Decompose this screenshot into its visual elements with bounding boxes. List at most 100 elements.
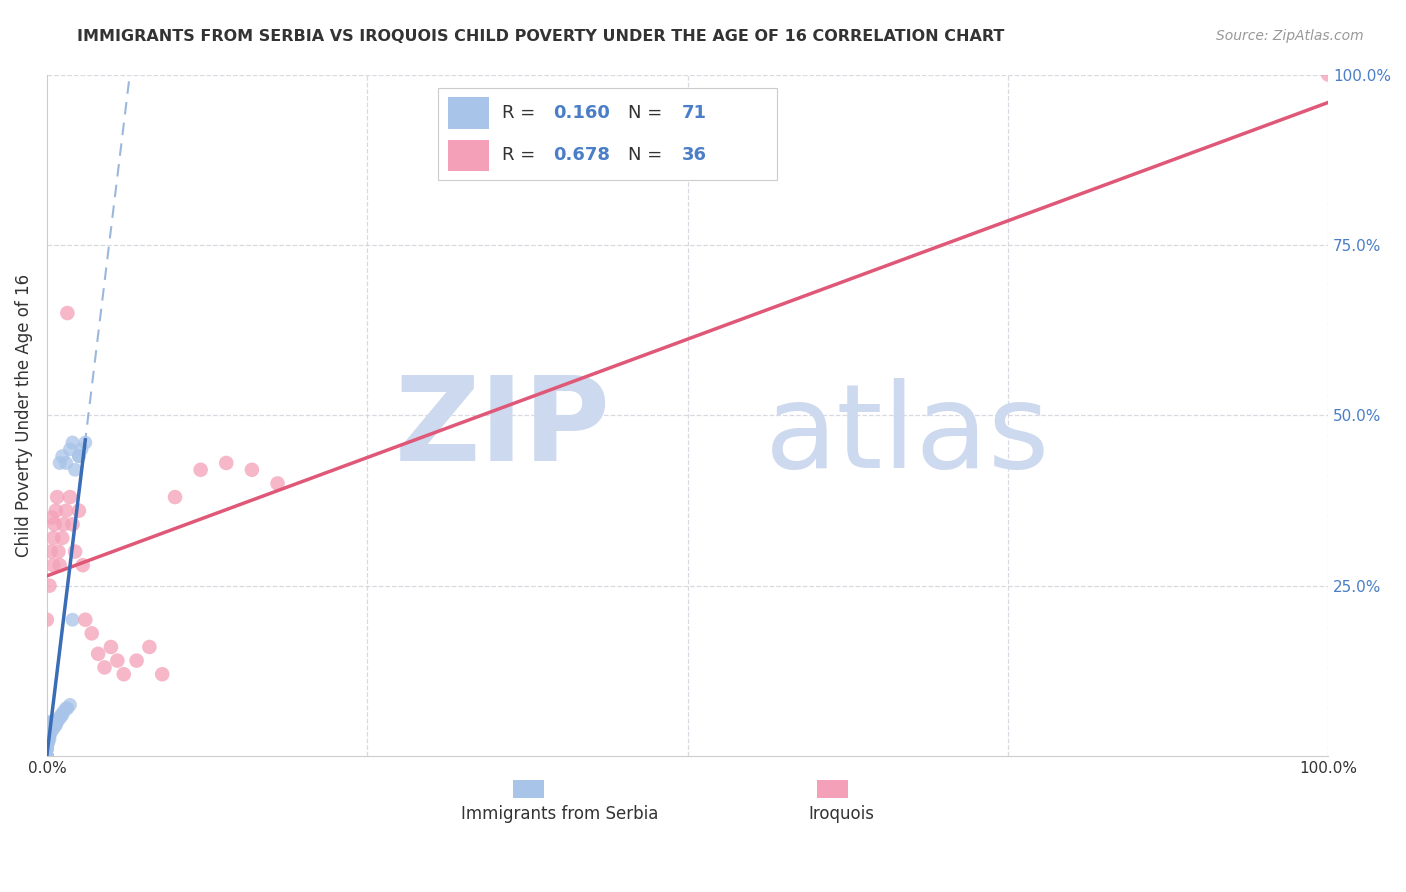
Point (41, 718, 63, 732)
Y-axis label: Child Poverty Under the Age of 16: Child Poverty Under the Age of 16 (15, 274, 32, 557)
Point (75, 435, 97, 450)
Point (35, 739, 58, 753)
Point (39, 718, 62, 732)
Point (45, 718, 67, 732)
Text: Source: ZipAtlas.com: Source: ZipAtlas.com (1216, 29, 1364, 43)
Point (37, 725, 59, 739)
Point (93, 660, 115, 674)
Point (52, 517, 75, 532)
Point (38, 731, 60, 746)
Text: Iroquois: Iroquois (808, 805, 875, 823)
Point (35, 735, 58, 749)
Point (48, 712, 70, 726)
Point (67, 504, 90, 518)
Text: Immigrants from Serbia: Immigrants from Serbia (461, 805, 658, 823)
Point (35, 729, 58, 743)
Point (35, 749, 58, 764)
Point (38, 722, 60, 736)
Point (72, 558, 94, 573)
Point (35, 749, 58, 764)
Point (44, 517, 66, 532)
Point (112, 667, 135, 681)
Point (105, 654, 128, 668)
Point (35, 749, 58, 764)
Point (35, 725, 58, 739)
Point (37, 731, 59, 746)
Point (51, 449, 73, 463)
Point (59, 698, 82, 712)
Point (35, 731, 58, 746)
Point (190, 463, 212, 477)
Point (42, 718, 65, 732)
Point (52, 705, 75, 719)
Point (70, 442, 93, 457)
Point (38, 579, 60, 593)
Point (56, 701, 79, 715)
Point (41, 722, 63, 736)
Text: atlas: atlas (765, 378, 1050, 493)
Point (44, 714, 66, 729)
Point (38, 729, 60, 743)
Point (62, 517, 84, 532)
Point (38, 725, 60, 739)
Point (35, 739, 58, 753)
Point (62, 613, 84, 627)
Text: ZIP: ZIP (395, 371, 610, 486)
Point (125, 654, 148, 668)
Point (35, 735, 58, 749)
Point (59, 490, 82, 504)
Point (35, 729, 58, 743)
Point (55, 701, 77, 715)
Point (35, 749, 58, 764)
Point (48, 456, 70, 470)
Point (37, 735, 59, 749)
Point (37, 735, 59, 749)
Point (87, 647, 110, 661)
Point (45, 714, 67, 729)
Point (46, 714, 69, 729)
Point (138, 640, 160, 654)
Point (150, 667, 173, 681)
Point (38, 714, 60, 729)
Point (37, 729, 59, 743)
Point (39, 722, 62, 736)
Point (35, 749, 58, 764)
Point (59, 442, 82, 457)
Point (51, 708, 73, 723)
Point (67, 449, 90, 463)
Point (75, 613, 97, 627)
Point (215, 456, 238, 470)
Point (35, 742, 58, 756)
Point (56, 306, 79, 320)
Point (35, 731, 58, 746)
Point (48, 712, 70, 726)
Point (39, 725, 62, 739)
Point (55, 504, 77, 518)
Point (240, 463, 263, 477)
Point (35, 742, 58, 756)
Point (42, 714, 65, 729)
Point (55, 456, 77, 470)
Point (42, 722, 65, 736)
Point (48, 558, 70, 573)
Point (35, 749, 58, 764)
Point (37, 729, 59, 743)
Point (1317, 68, 1340, 82)
Point (37, 725, 59, 739)
Point (35, 742, 58, 756)
Point (35, 749, 58, 764)
Point (62, 435, 84, 450)
Point (49, 708, 72, 723)
Point (67, 449, 90, 463)
Point (41, 714, 63, 729)
Text: IMMIGRANTS FROM SERBIA VS IROQUOIS CHILD POVERTY UNDER THE AGE OF 16 CORRELATION: IMMIGRANTS FROM SERBIA VS IROQUOIS CHILD… (77, 29, 1005, 44)
Point (51, 531, 73, 545)
Point (63, 463, 86, 477)
Point (163, 490, 186, 504)
Point (35, 613, 58, 627)
Point (37, 731, 59, 746)
Point (80, 626, 103, 640)
Point (37, 722, 59, 736)
Point (44, 718, 66, 732)
Point (41, 510, 63, 524)
